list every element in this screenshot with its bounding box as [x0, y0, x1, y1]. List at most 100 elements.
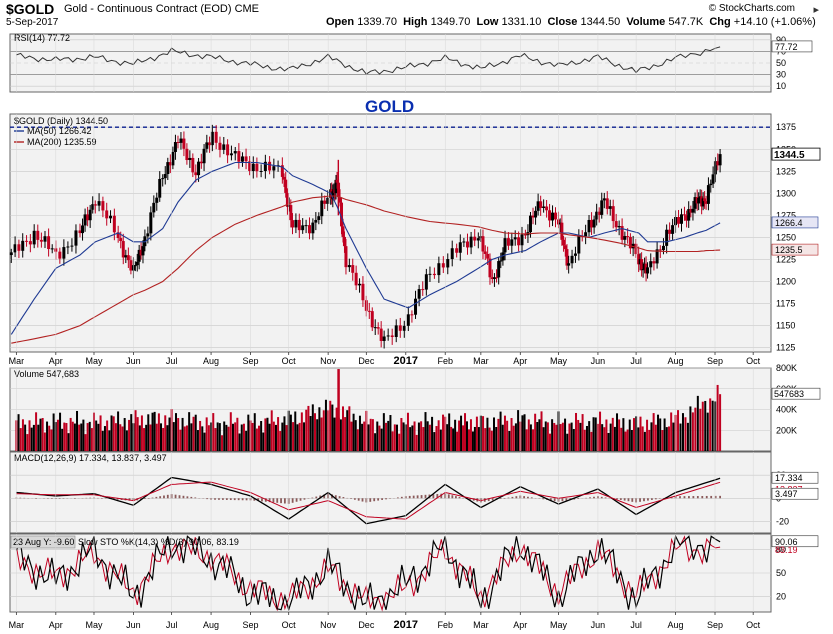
volume-bar: [322, 410, 325, 451]
macd-histogram-bar: [373, 498, 376, 502]
price-candle: [488, 258, 492, 278]
price-candle: [21, 240, 25, 251]
price-candle: [558, 222, 562, 225]
volume-bar: [458, 420, 461, 451]
price-candle: [341, 226, 345, 237]
volume-bar: [179, 429, 182, 451]
volume-bar: [450, 426, 453, 451]
month-label: May: [85, 356, 103, 366]
macd-histogram-bar: [696, 496, 699, 499]
month-label: Mar: [9, 356, 25, 366]
price-candle: [398, 325, 402, 331]
volume-bar: [76, 410, 79, 451]
volume-bar: [106, 420, 109, 451]
volume-bar: [168, 417, 171, 451]
triangle-right-icon[interactable]: ▸: [813, 4, 819, 16]
macd-histogram-bar: [74, 498, 76, 499]
price-candle: [268, 161, 272, 171]
price-candle: [17, 244, 21, 251]
price-candle: [542, 206, 546, 208]
sto-tick-label: 20: [776, 591, 786, 601]
price-candle: [523, 234, 527, 236]
volume-bar: [611, 417, 614, 451]
volume-bar: [469, 419, 472, 451]
volume-bar: [672, 422, 675, 451]
volume-bar: [339, 419, 342, 451]
volume-bar: [555, 424, 558, 451]
price-candle: [93, 204, 97, 206]
volume-bar: [681, 413, 684, 451]
price-candle: [334, 179, 338, 194]
price-candle: [88, 209, 92, 221]
price-candle: [520, 234, 524, 246]
volume-bar: [609, 423, 612, 451]
macd-histogram-bar: [503, 498, 506, 499]
price-candle: [406, 314, 410, 326]
volume-bar: [52, 413, 55, 451]
macd-histogram-bar: [229, 498, 232, 501]
chg-label: Chg: [709, 16, 731, 28]
volume-bar: [356, 429, 359, 451]
macd-histogram-bar: [400, 496, 403, 499]
volume-bar: [691, 412, 694, 451]
volume-bar: [618, 419, 621, 451]
volume-bar: [292, 422, 295, 451]
price-candle: [155, 197, 159, 203]
volume-bar: [506, 420, 509, 451]
macd-histogram-bar: [166, 494, 169, 499]
price-candle: [623, 236, 627, 240]
price-candle: [307, 225, 311, 234]
price-candle: [473, 236, 477, 241]
macd-histogram-bar: [241, 498, 244, 501]
volume-bar: [183, 426, 186, 451]
volume-bar: [324, 399, 327, 451]
macd-histogram-bar: [432, 494, 435, 499]
volume-bar: [240, 424, 243, 451]
month-label: Sep: [243, 620, 259, 630]
macd-histogram-bar: [253, 498, 256, 501]
volume-bar: [523, 414, 526, 451]
volume-bar: [166, 425, 169, 451]
volume-bar: [218, 423, 221, 451]
price-candle: [605, 198, 609, 209]
price-candle: [226, 144, 230, 156]
volume-bar: [446, 424, 449, 451]
price-candle: [351, 265, 355, 273]
volume-bar: [402, 422, 405, 451]
volume-bar: [69, 417, 72, 451]
price-candle: [291, 220, 295, 228]
volume-bar: [296, 424, 299, 451]
price-candle: [592, 219, 596, 228]
price-candle: [548, 210, 552, 221]
volume-bar: [716, 384, 719, 451]
volume-bar: [128, 419, 131, 451]
volume-bar: [514, 423, 517, 451]
macd-histogram-bar: [408, 495, 411, 499]
price-candle: [197, 161, 201, 176]
price-candle: [202, 148, 206, 164]
volume-bar: [626, 429, 629, 451]
volume-bar: [361, 423, 364, 451]
month-label: Sep: [243, 356, 259, 366]
volume-bar: [84, 434, 87, 451]
volume-bar: [177, 418, 180, 451]
volume-bar: [650, 422, 653, 451]
volume-bar: [471, 431, 474, 451]
volume-tick-label: 800K: [776, 363, 797, 373]
month-label: Apr: [513, 620, 527, 630]
volume-bar: [374, 433, 377, 451]
macd-histogram-bar: [619, 498, 622, 500]
volume-bar: [138, 425, 141, 451]
price-candle: [560, 222, 564, 240]
volume-bar: [503, 415, 506, 451]
price-candle: [326, 197, 330, 204]
volume-bar: [686, 422, 689, 451]
macd-histogram-bar: [650, 498, 653, 500]
volume-bar: [190, 423, 193, 451]
volume-bar: [486, 417, 489, 451]
volume-legend: Volume 547,683: [14, 369, 79, 379]
volume-bar: [684, 417, 687, 451]
price-candle: [255, 163, 259, 172]
volume-bar: [448, 413, 451, 451]
volume-bar: [561, 422, 564, 451]
